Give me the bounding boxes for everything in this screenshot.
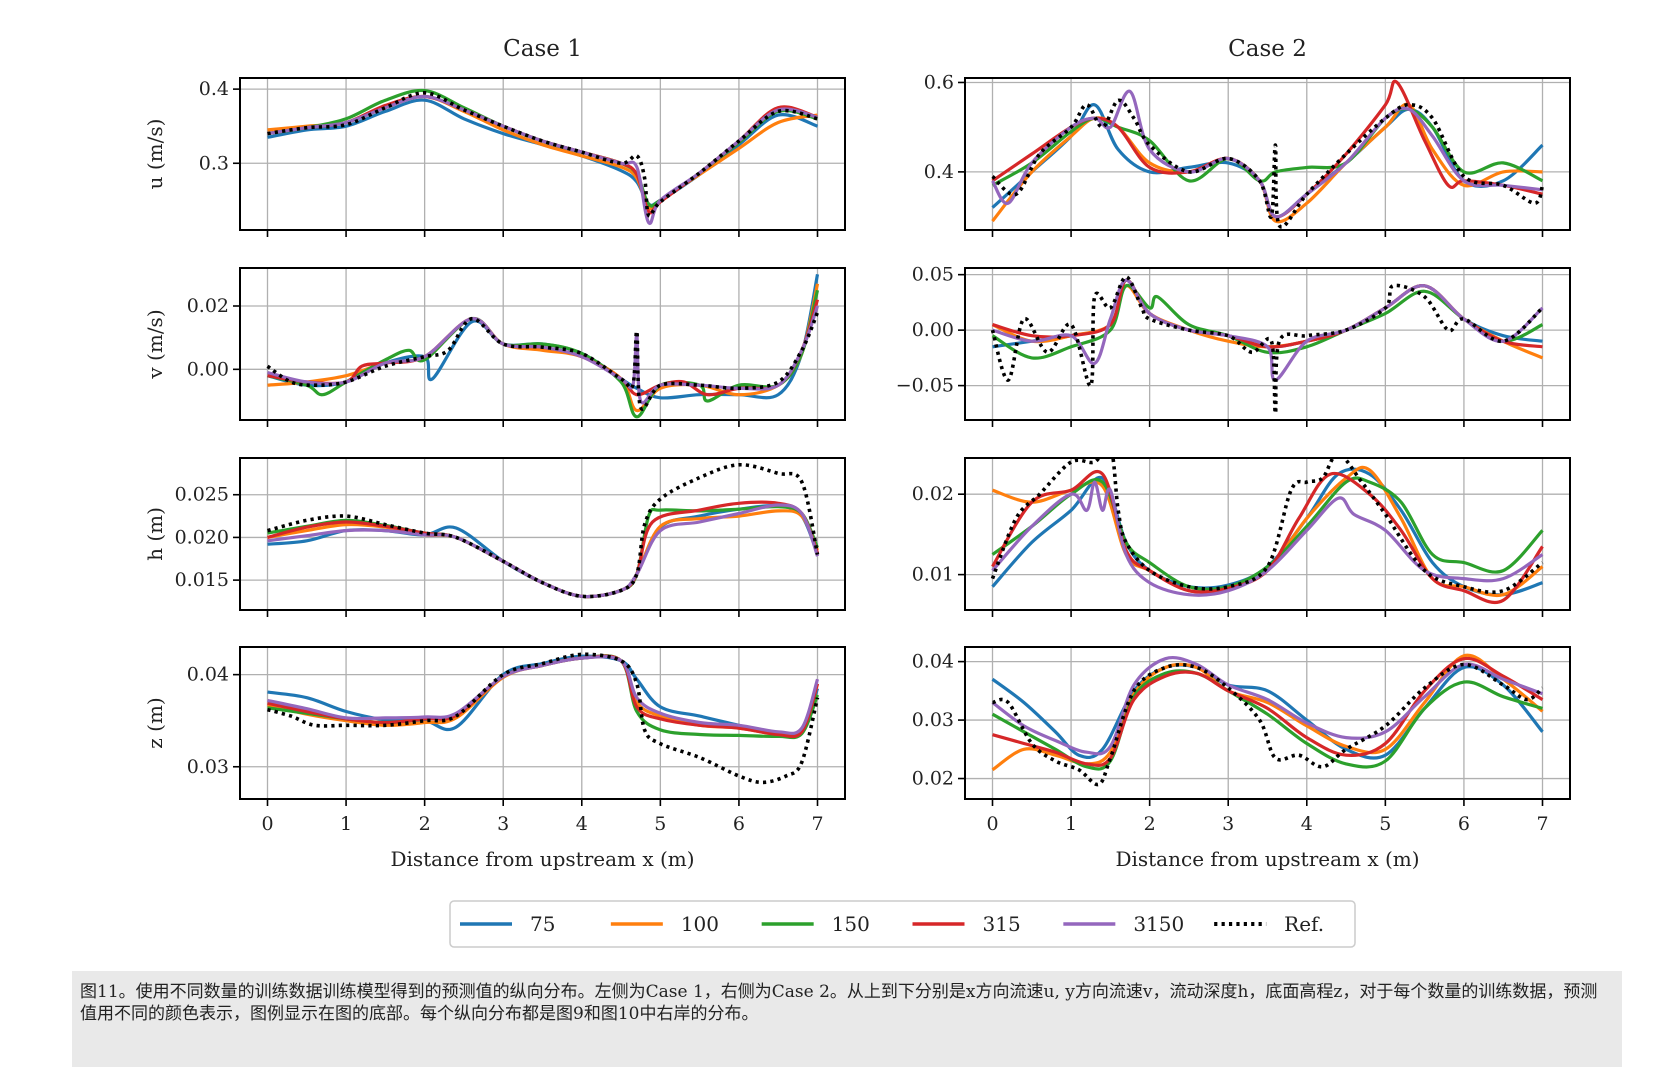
panel-case2-u: 0.4 0.6 Case 2 [924,36,1571,237]
series-line-3150 [991,480,1544,597]
series-group [991,653,1544,787]
series-line-3150 [267,94,818,226]
y-axis-label: v (m/s) [143,309,167,379]
y-tick-label: 0.02 [912,768,954,790]
figure-caption: 图11。使用不同数量的训练数据训练模型得到的预测值的纵向分布。左侧为Case 1… [80,982,1598,1024]
x-tick-label: 3 [1222,813,1234,835]
series-line-3150 [267,305,820,405]
x-tick-label: 4 [1301,813,1313,835]
y-tick-label: 0.04 [187,664,229,686]
x-tick-label: 4 [576,813,588,835]
y-tick-label: 0.020 [175,526,229,548]
series-group [266,273,820,419]
series-group [991,79,1545,229]
x-tick-label: 2 [1144,813,1156,835]
y-axis-label: z (m) [143,697,167,748]
x-axis-label: Distance from upstream x (m) [390,847,694,871]
legend-label: 100 [681,912,719,936]
panel-case2-v: −0.05 0.00 0.05 [896,264,1571,427]
series-group [990,458,1544,605]
y-tick-label: 0.00 [912,319,954,341]
y-axis-label: u (m/s) [143,119,167,190]
y-tick-label: 0.01 [912,564,954,586]
plot-frame [964,646,1571,800]
x-tick-label: 1 [340,813,352,835]
y-tick-label: 0.02 [187,295,229,317]
panel-case2-h: 0.01 0.02 [912,457,1571,617]
series-ref-line [990,275,1544,416]
series-group [990,275,1544,416]
y-tick-label: −0.05 [896,375,954,397]
series-line-315 [992,656,1544,767]
x-tick-label: 5 [654,813,666,835]
plot-frame [239,77,846,231]
y-tick-label: 0.4 [199,78,229,100]
y-tick-label: 0.015 [175,569,229,591]
legend-label: 3150 [1133,912,1184,936]
series-line-3150 [991,89,1543,219]
legend-frame [449,900,1356,948]
series-group [267,652,820,785]
series-line-150 [991,476,1544,592]
panel-case1-v: 0.00 0.02 v (m/s) [143,267,846,427]
y-tick-label: 0.05 [912,264,954,286]
plot-frame [964,77,1571,231]
x-tick-label: 0 [261,813,273,835]
legend-label: 150 [832,912,870,936]
y-tick-label: 0.04 [912,651,954,673]
panel-case1-z: 0 1 2 3 4 5 6 7 0.03 0.04 z (m) Distance from upstr… [143,646,846,871]
x-tick-label: 3 [497,813,509,835]
series-line-3150 [267,503,820,599]
x-tick-label: 7 [1536,813,1548,835]
y-tick-label: 0.02 [912,483,954,505]
series-ref-line [267,462,820,599]
x-tick-label: 6 [733,813,745,835]
x-axis-label: Distance from upstream x (m) [1115,847,1419,871]
series-line-150 [267,289,820,419]
y-tick-label: 0.6 [924,71,954,93]
plot-frame [239,646,846,800]
y-tick-label: 0.03 [187,756,229,778]
y-axis-label: h (m) [143,507,167,561]
plot-frame [239,457,846,611]
series-line-3150 [992,278,1544,382]
panel-title: Case 2 [1228,36,1307,62]
series-ref-line [267,90,818,218]
panel-case1-h: 0.015 0.020 0.025 h (m) [143,457,846,617]
x-tick-label: 6 [1458,813,1470,835]
y-tick-label: 0.3 [199,152,229,174]
panel-case1-u: 0.3 0.4 Case 1 u (m/s) [143,36,846,237]
legend: 75 100 150 315 3150 Ref. [449,900,1356,948]
series-line-100 [267,94,818,211]
series-line-75 [991,663,1544,760]
x-tick-label: 7 [811,813,823,835]
series-ref-line [990,458,1544,595]
caption-box: 图11。使用不同数量的训练数据训练模型得到的预测值的纵向分布。左侧为Case 1… [72,971,1622,1067]
series-line-3150 [991,655,1544,756]
series-line-315 [267,94,819,215]
y-tick-label: 0.03 [912,709,954,731]
legend-label: Ref. [1284,912,1324,936]
series-group [267,88,819,226]
plot-frame [964,457,1571,611]
panel-case2-z: 0 1 2 3 4 5 6 7 0.02 0.03 0.04 Distance from upstre… [912,646,1571,871]
series-ref-line [266,311,820,411]
x-tick-label: 1 [1065,813,1077,835]
plot-frame [964,267,1571,421]
x-tick-label: 2 [419,813,431,835]
y-tick-label: 0.00 [187,358,229,380]
y-tick-label: 0.4 [924,161,954,183]
plot-frame [239,267,846,421]
series-ref-line [992,662,1544,787]
series-group [267,462,820,599]
series-ref-line [991,98,1545,229]
x-tick-label: 0 [986,813,998,835]
series-line-3150 [267,655,820,735]
legend-label: 75 [530,912,555,936]
x-tick-label: 5 [1379,813,1391,835]
panel-title: Case 1 [503,36,582,62]
y-tick-label: 0.025 [175,484,229,506]
legend-label: 315 [983,912,1021,936]
